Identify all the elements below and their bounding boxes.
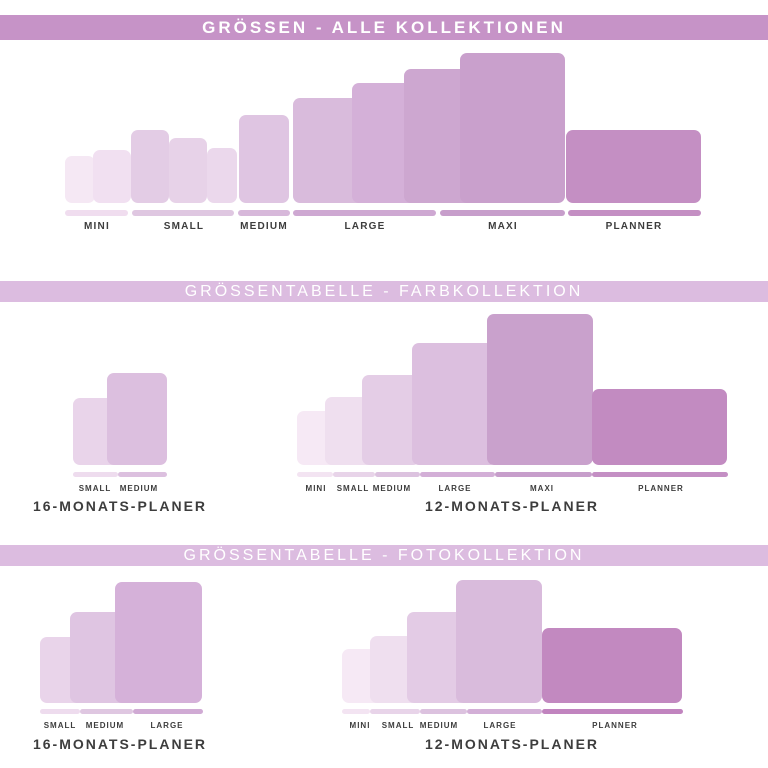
- size-label-mini: MINI: [349, 721, 371, 730]
- size-label-mini: MINI: [305, 484, 327, 493]
- size-label-medium: MEDIUM: [419, 721, 459, 730]
- size-bar-medium: [362, 375, 420, 465]
- size-underline-planner: [568, 210, 701, 216]
- size-label-large: LARGE: [344, 221, 386, 232]
- size-label-planner: PLANNER: [638, 484, 684, 493]
- size-bar-medium: [239, 115, 289, 203]
- size-label-large: LARGE: [150, 721, 184, 730]
- size-bar-small-1: [131, 130, 169, 203]
- size-label-planner: PLANNER: [605, 221, 663, 232]
- size-bar-small-2: [169, 138, 207, 203]
- size-underline-medium: [238, 210, 290, 216]
- size-label-mini: MINI: [84, 221, 110, 232]
- size-underline-mini: [297, 472, 333, 477]
- size-label-planner: PLANNER: [592, 721, 638, 730]
- size-label-medium: MEDIUM: [119, 484, 159, 493]
- section-header-farbkollektion: GRÖSSENTABELLE - FARBKOLLEKTION: [0, 281, 768, 302]
- size-label-medium: MEDIUM: [240, 221, 288, 232]
- size-underline-small: [132, 210, 234, 216]
- group-title-16-monats-planer: 16-MONATS-PLANER: [32, 498, 208, 514]
- size-bar-planner: [592, 389, 727, 465]
- size-underline-small: [370, 709, 420, 714]
- size-bar-medium: [107, 373, 167, 465]
- size-bar-maxi-2: [460, 53, 565, 203]
- size-underline-maxi: [495, 472, 592, 477]
- size-bar-planner: [566, 130, 701, 203]
- size-underline-medium: [375, 472, 420, 477]
- size-bar-large: [412, 343, 497, 465]
- section-header-fotokollektion: GRÖSSENTABELLE - FOTOKOLLEKTION: [0, 545, 768, 566]
- size-underline-mini: [65, 210, 128, 216]
- size-underline-large: [293, 210, 436, 216]
- section-header-alle-kollektionen: GRÖSSEN - ALLE KOLLEKTIONEN: [0, 15, 768, 40]
- size-bar-mini-2: [93, 150, 131, 203]
- size-underline-mini: [342, 709, 370, 714]
- size-underline-planner: [592, 472, 728, 477]
- size-underline-large: [420, 472, 495, 477]
- size-underline-large: [467, 709, 542, 714]
- size-label-maxi: MAXI: [488, 221, 518, 232]
- group-title-16-monats-planer: 16-MONATS-PLANER: [32, 736, 208, 752]
- size-underline-medium: [118, 472, 167, 477]
- size-underline-large: [133, 709, 203, 714]
- size-bar-planner: [542, 628, 682, 703]
- size-underline-maxi: [440, 210, 565, 216]
- size-bar-large: [456, 580, 542, 703]
- size-bar-large: [115, 582, 202, 703]
- size-label-small: SMALL: [381, 721, 415, 730]
- size-underline-small: [73, 472, 118, 477]
- size-label-small: SMALL: [78, 484, 112, 493]
- size-label-small: SMALL: [43, 721, 77, 730]
- group-title-12-monats-planer: 12-MONATS-PLANER: [424, 736, 600, 752]
- size-underline-medium: [420, 709, 467, 714]
- size-underline-small: [40, 709, 80, 714]
- size-bar-small-3: [207, 148, 237, 203]
- size-label-maxi: MAXI: [530, 484, 554, 493]
- size-label-small: SMALL: [163, 221, 205, 232]
- size-bar-mini-1: [65, 156, 95, 203]
- size-label-large: LARGE: [483, 721, 517, 730]
- size-underline-planner: [542, 709, 683, 714]
- size-label-medium: MEDIUM: [85, 721, 125, 730]
- size-underline-small: [333, 472, 375, 477]
- group-title-12-monats-planer: 12-MONATS-PLANER: [424, 498, 600, 514]
- size-bar-maxi: [487, 314, 593, 465]
- size-label-large: LARGE: [438, 484, 472, 493]
- size-label-medium: MEDIUM: [372, 484, 412, 493]
- size-label-small: SMALL: [336, 484, 370, 493]
- size-underline-medium: [80, 709, 133, 714]
